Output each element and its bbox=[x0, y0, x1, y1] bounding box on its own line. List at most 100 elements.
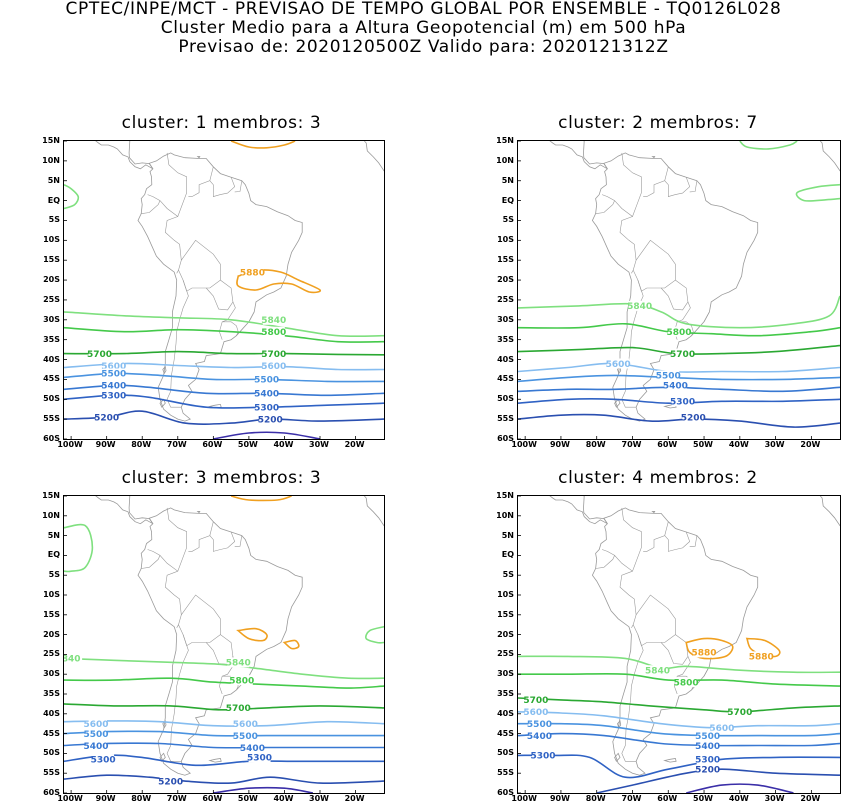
lon-tick-label: 50W bbox=[237, 440, 258, 449]
contour-label: 5600 bbox=[101, 362, 126, 372]
map-panel-cluster-1: cluster: 1 membros: 3 5880 5840 5800 5700 57… bbox=[0, 113, 423, 453]
contour-label: 5300 bbox=[670, 398, 695, 408]
lat-tick-label: 10S bbox=[497, 235, 514, 245]
island bbox=[162, 720, 167, 729]
lat-tick-label: 35S bbox=[43, 334, 60, 344]
contour-5880-closed bbox=[282, 639, 300, 650]
contour-label: 5600 bbox=[606, 360, 631, 370]
contour-5600 bbox=[64, 720, 384, 727]
country-border bbox=[595, 555, 615, 569]
lat-tick-label: 5N bbox=[501, 175, 514, 185]
country-border bbox=[660, 634, 689, 665]
lon-tick-label: 90W bbox=[95, 440, 116, 449]
contour-label: 5300 bbox=[247, 754, 272, 764]
figure-header: CPTEC/INPE/MCT - PREVISAO DE TEMPO GLOBA… bbox=[0, 0, 847, 57]
contour-label: 5700 bbox=[87, 350, 112, 360]
lat-tick-label: 50S bbox=[43, 748, 60, 758]
contour-5840-closed bbox=[365, 625, 384, 644]
contour-label-bg bbox=[255, 402, 278, 413]
lat-tick-label: 5N bbox=[501, 530, 514, 540]
country-border bbox=[147, 507, 187, 572]
contour-5840-closed bbox=[739, 141, 798, 150]
geopotential-map: 5880 588058405800570057005600560055005500… bbox=[518, 496, 840, 793]
contour-deep bbox=[213, 431, 321, 439]
contour-label: 5500 bbox=[101, 370, 126, 380]
contour-label-bg bbox=[696, 764, 719, 775]
contour-5880-closed bbox=[236, 269, 322, 294]
contour-label-bg bbox=[528, 718, 551, 729]
lat-tick-label: 55S bbox=[43, 768, 60, 778]
country-border bbox=[219, 301, 236, 340]
lat-tick-label: 25S bbox=[43, 294, 60, 304]
contour-label: 5200 bbox=[258, 415, 283, 425]
map-frame: 5880 5840 5800 5700 5700 5600 5600 5500 5500 5400… bbox=[63, 140, 385, 440]
lat-tick-label: 30S bbox=[43, 669, 60, 679]
contour-label-bg bbox=[85, 728, 107, 739]
contour-label: 5800 bbox=[674, 678, 699, 688]
island bbox=[196, 511, 201, 514]
contour-label-bg bbox=[259, 414, 282, 425]
contour-label: 5500 bbox=[233, 732, 258, 742]
coastline bbox=[95, 496, 154, 525]
contour-label: 5400 bbox=[663, 382, 688, 392]
contour-label-bg bbox=[234, 730, 257, 741]
panel-title: cluster: 2 membros: 7 bbox=[558, 113, 758, 133]
lat-tick-label: 45S bbox=[43, 374, 60, 384]
country-border bbox=[248, 311, 255, 322]
country-border bbox=[632, 239, 676, 292]
contour-label: 5600 bbox=[261, 362, 286, 372]
contour-label: 5800 bbox=[261, 328, 286, 338]
coastline bbox=[549, 141, 608, 170]
lat-tick-label: 35S bbox=[497, 689, 514, 698]
contour-5500 bbox=[64, 730, 384, 737]
lat-tick-label: 55S bbox=[497, 768, 514, 778]
lat-tick-label: 15N bbox=[42, 136, 60, 145]
contour-label: 5300 bbox=[91, 756, 116, 766]
contour-label: 5500 bbox=[83, 730, 108, 740]
contour-label-bg bbox=[159, 776, 182, 787]
contour-label: 5300 bbox=[695, 756, 720, 766]
country-border bbox=[595, 200, 615, 214]
header-title: CPTEC/INPE/MCT - PREVISAO DE TEMPO GLOBA… bbox=[65, 0, 782, 19]
lat-tick-label: 15N bbox=[496, 136, 514, 145]
lat-tick-label: 40S bbox=[497, 708, 514, 718]
panel-title: cluster: 1 membros: 3 bbox=[121, 113, 322, 133]
lon-tick-label: 80W bbox=[585, 440, 606, 449]
lon-tick-label: 90W bbox=[549, 794, 570, 803]
contour-label-bg bbox=[102, 360, 125, 371]
lat-tick-label: 5S bbox=[502, 570, 514, 580]
contour-label: 5400 bbox=[83, 742, 108, 752]
lat-tick-label: 5S bbox=[502, 215, 514, 225]
lon-tick-label: 100W bbox=[511, 440, 537, 449]
lat-tick-label: 60S bbox=[497, 434, 514, 443]
coastlines bbox=[95, 496, 384, 776]
contour-label-bg bbox=[671, 348, 694, 359]
contour-label-bg bbox=[85, 718, 107, 729]
contour-label-bg bbox=[230, 675, 253, 686]
lon-tick-label: 60W bbox=[202, 794, 223, 803]
contour-label-bg bbox=[524, 706, 547, 717]
country-border bbox=[141, 200, 161, 214]
island bbox=[162, 365, 167, 375]
contour-label: 5200 bbox=[681, 413, 706, 423]
contour-label-bg bbox=[262, 348, 285, 359]
contour-5800 bbox=[64, 326, 384, 343]
lat-tick-label: 10N bbox=[496, 155, 514, 165]
contour-5200 bbox=[518, 413, 840, 428]
contour-5400 bbox=[518, 732, 840, 747]
contour-label: 5200 bbox=[695, 766, 720, 776]
lon-tick-label: 50W bbox=[693, 794, 714, 803]
lat-tick-label: 15S bbox=[43, 609, 60, 619]
contour-label-bg bbox=[92, 754, 115, 765]
contour-label-bg bbox=[696, 754, 719, 765]
lon-tick-label: 70W bbox=[621, 794, 642, 803]
header-dates: Previsao de: 2020120500Z Valido para: 20… bbox=[178, 37, 669, 57]
lat-tick-label: 20S bbox=[43, 275, 60, 285]
lat-tick-label: 45S bbox=[497, 728, 514, 738]
lat-tick-label: 10N bbox=[42, 155, 60, 165]
lat-tick-label: 60S bbox=[497, 788, 514, 797]
contour-label: 5300 bbox=[101, 392, 126, 402]
